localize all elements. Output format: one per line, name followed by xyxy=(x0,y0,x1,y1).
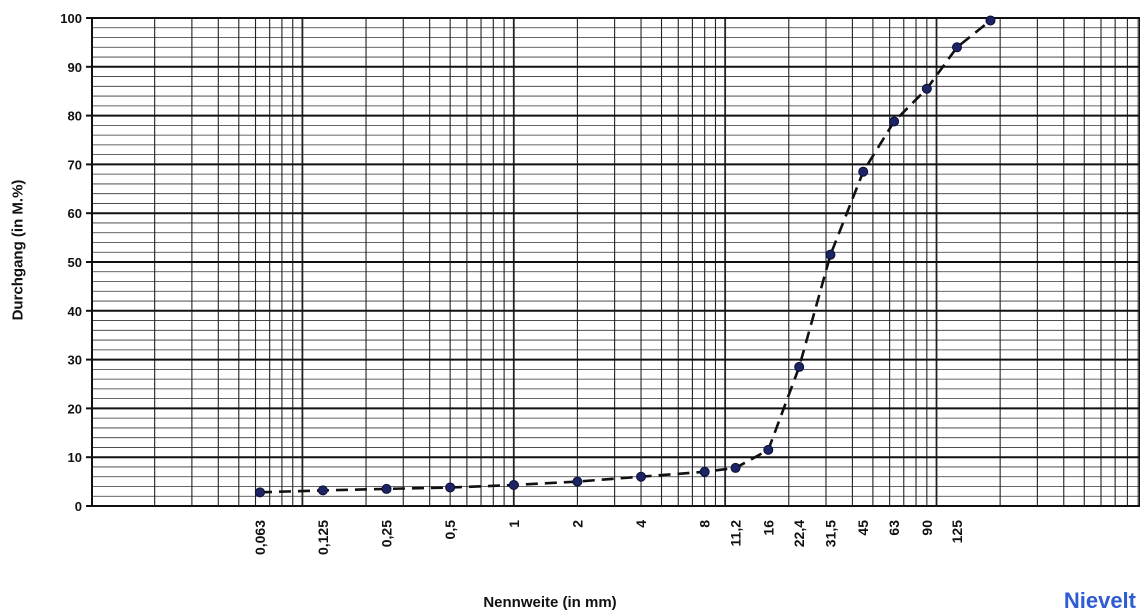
data-point xyxy=(572,476,583,487)
y-tick-label: 10 xyxy=(68,450,82,465)
x-tick-label: 31,5 xyxy=(822,520,838,547)
x-tick-label: 0,125 xyxy=(315,520,331,555)
x-tick-label: 2 xyxy=(569,520,585,528)
y-axis-ticks: 0 10 20 30 40 50 60 70 80 90 100 xyxy=(60,11,92,514)
x-tick-label: 22,4 xyxy=(791,520,807,547)
y-tick-label: 70 xyxy=(68,157,82,172)
x-tick-label: 125 xyxy=(949,520,965,544)
data-point xyxy=(889,116,900,127)
data-points xyxy=(255,15,996,498)
y-tick-label: 100 xyxy=(60,11,82,26)
x-tick-label: 0,063 xyxy=(252,520,268,555)
x-tick-label: 8 xyxy=(697,520,713,528)
y-tick-label: 60 xyxy=(68,206,82,221)
x-tick-label: 1 xyxy=(506,520,522,528)
x-tick-label: 63 xyxy=(886,520,902,536)
data-point xyxy=(825,249,836,260)
x-axis-label: Nennweite (in mm) xyxy=(483,594,617,611)
y-tick-label: 20 xyxy=(68,401,82,416)
data-point xyxy=(699,466,710,477)
data-point xyxy=(985,15,996,26)
x-tick-label: 16 xyxy=(760,520,776,536)
x-tick-label: 90 xyxy=(919,520,935,536)
grading-curve-line xyxy=(259,19,992,494)
x-axis-ticks: 0,063 0,125 0,25 0,5 1 2 4 8 11,2 16 22,4 31,5 45 63 9… xyxy=(252,520,965,555)
y-axis-label: Durchgang (in M.%) xyxy=(4,150,32,350)
grid-major xyxy=(92,17,1140,507)
x-tick-label: 0,5 xyxy=(442,520,458,540)
data-point xyxy=(255,487,265,498)
y-tick-label: 90 xyxy=(68,60,82,75)
data-point xyxy=(636,471,647,482)
data-point xyxy=(952,42,962,53)
data-point xyxy=(317,485,328,496)
y-tick-label: 50 xyxy=(68,255,82,270)
y-tick-label: 80 xyxy=(68,109,82,124)
x-tick-label: 4 xyxy=(633,520,649,528)
data-point xyxy=(730,462,741,473)
data-point xyxy=(794,361,805,372)
x-tick-label: 45 xyxy=(855,520,871,536)
data-point xyxy=(508,480,519,491)
data-point xyxy=(445,482,456,493)
data-point xyxy=(858,166,869,177)
y-tick-label: 30 xyxy=(68,353,82,368)
x-tick-label: 0,25 xyxy=(379,520,395,547)
y-axis-label-text: Durchgang (in M.%) xyxy=(9,179,27,321)
data-point xyxy=(381,483,392,494)
y-tick-label: 0 xyxy=(75,499,82,514)
data-point xyxy=(921,83,932,94)
data-point xyxy=(763,444,774,455)
brand-logo-text: Nievelt xyxy=(1063,588,1136,613)
y-tick-label: 40 xyxy=(68,304,82,319)
x-tick-label: 11,2 xyxy=(728,520,744,547)
